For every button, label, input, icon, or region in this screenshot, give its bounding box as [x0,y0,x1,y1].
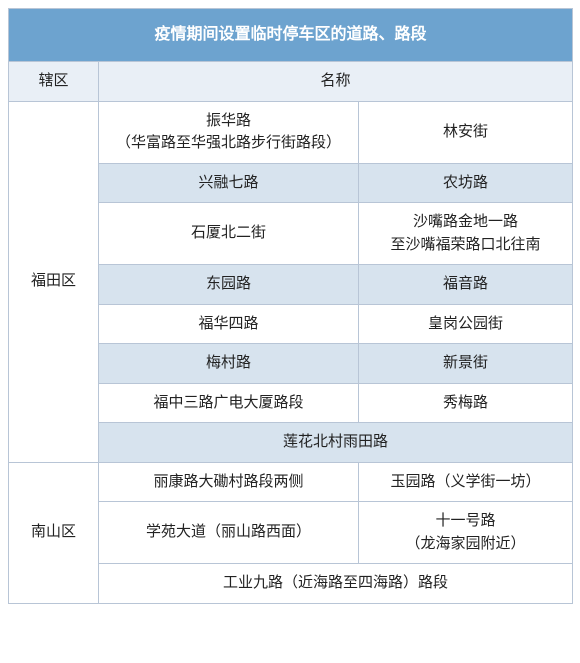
road-cell: 丽康路大磡村路段两侧 [99,462,359,502]
road-cell: 农坊路 [359,163,573,203]
road-cell: 皇岗公园街 [359,304,573,344]
road-cell: 福音路 [359,265,573,305]
parking-roads-table: 疫情期间设置临时停车区的道路、路段 辖区 名称 福田区振华路（华富路至华强北路步… [8,8,573,604]
road-cell: 石厦北二街 [99,203,359,265]
road-cell: 振华路（华富路至华强北路步行街路段） [99,101,359,163]
road-cell: 学苑大道（丽山路西面） [99,502,359,564]
road-cell: 十一号路（龙海家园附近） [359,502,573,564]
road-cell: 玉园路（义学街一坊） [359,462,573,502]
road-cell: 莲花北村雨田路 [99,423,573,463]
road-cell: 东园路 [99,265,359,305]
road-cell: 兴融七路 [99,163,359,203]
road-cell: 秀梅路 [359,383,573,423]
district-cell: 福田区 [9,101,99,462]
road-cell: 林安街 [359,101,573,163]
road-cell: 福华四路 [99,304,359,344]
header-district: 辖区 [9,62,99,102]
table-title: 疫情期间设置临时停车区的道路、路段 [9,9,573,62]
district-cell: 南山区 [9,462,99,603]
road-cell: 沙嘴路金地一路至沙嘴福荣路口北往南 [359,203,573,265]
road-cell: 新景街 [359,344,573,384]
road-cell: 福中三路广电大厦路段 [99,383,359,423]
road-cell: 工业九路（近海路至四海路）路段 [99,564,573,604]
header-name: 名称 [99,62,573,102]
road-cell: 梅村路 [99,344,359,384]
